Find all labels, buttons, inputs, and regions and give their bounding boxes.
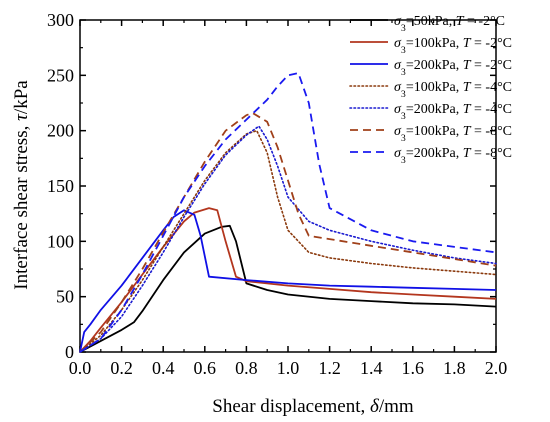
y-tick-label: 250 <box>47 65 74 85</box>
x-tick-label: 1.0 <box>277 358 300 378</box>
chart-series <box>79 72 497 353</box>
x-axis-title: Shear displacement, δ/mm <box>212 396 414 417</box>
legend-label-5: σ3=200kPa, T = -4°C <box>394 102 512 122</box>
legend-label-1: σ3=50kPa, T = -2°C <box>394 14 505 34</box>
y-axis-title: Interface shear stress, τ/kPa <box>11 80 32 290</box>
legend-label-3: σ3=200kPa, T = -2°C <box>394 58 512 78</box>
legend-label-6: σ3=100kPa, T = -8°C <box>394 124 512 144</box>
y-tick-label: 50 <box>56 287 74 307</box>
series-line-5 <box>79 125 497 353</box>
x-tick-label: 1.8 <box>443 358 466 378</box>
x-tick-label: 0.8 <box>235 358 258 378</box>
x-tick-label: 0.0 <box>69 358 92 378</box>
x-tick-label: 0.4 <box>152 358 175 378</box>
x-tick-label: 0.2 <box>110 358 133 378</box>
y-tick-label: 200 <box>47 121 74 141</box>
legend-label-7: σ3=200kPa, T = -8°C <box>394 146 512 166</box>
y-tick-label: 300 <box>47 10 74 30</box>
legend-label-4: σ3=100kPa, T = -4°C <box>394 80 512 100</box>
x-tick-label: 2.0 <box>485 358 508 378</box>
series-line-4 <box>79 129 497 353</box>
x-tick-label: 0.6 <box>194 358 217 378</box>
y-tick-label: 100 <box>47 231 74 251</box>
series-line-1 <box>79 224 497 353</box>
x-tick-label: 1.4 <box>360 358 383 378</box>
series-line-6 <box>79 112 497 353</box>
x-tick-label: 1.6 <box>402 358 425 378</box>
y-tick-label: 150 <box>47 176 74 196</box>
series-line-3 <box>79 209 497 353</box>
legend-label-2: σ3=100kPa, T = -2°C <box>394 36 512 56</box>
chart-legend: σ3=50kPa, T = -2°Cσ3=100kPa, T = -2°Cσ3=… <box>349 14 512 166</box>
series-line-7 <box>79 72 497 353</box>
y-tick-label: 0 <box>65 342 74 362</box>
x-tick-label: 1.2 <box>318 358 341 378</box>
chart-axes: 0.0 0.2 0.4 0.6 0.8 1.0 1.2 1.4 1.6 1.8 2.0 0 50 100 1… <box>47 10 507 378</box>
